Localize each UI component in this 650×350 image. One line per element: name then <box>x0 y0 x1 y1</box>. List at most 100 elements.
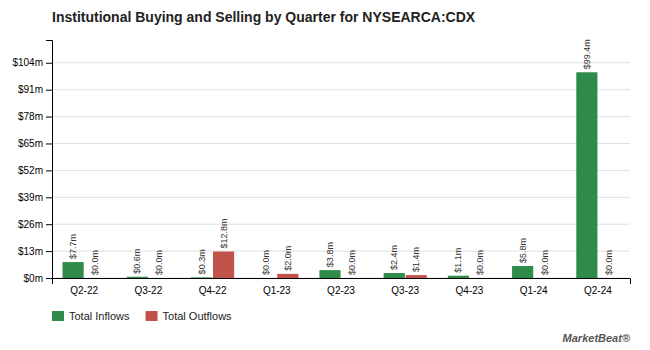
x-tick-label: Q2-24 <box>584 285 612 296</box>
bar <box>63 262 84 278</box>
y-tick: $104m <box>12 57 52 68</box>
x-tick: Q2-23 <box>327 285 355 296</box>
chart-container: $7.7m$0.6m$0.3m$0.0m$3.8m$2.4m$1.1m$5.8m… <box>0 0 650 350</box>
data-label: $0.6m <box>132 249 142 274</box>
x-tick-label: Q4-22 <box>199 285 227 296</box>
y-tick: $52m <box>18 165 52 176</box>
y-tick-label: $39m <box>18 192 43 203</box>
y-tick-mark <box>46 278 52 279</box>
data-label: $7.7m <box>68 234 78 259</box>
y-tick-mark <box>46 143 52 144</box>
data-label: $2.4m <box>389 245 399 270</box>
data-label: $0.3m <box>197 249 207 274</box>
x-tick-label: Q1-23 <box>263 285 291 296</box>
bar <box>470 278 491 279</box>
y-tick-mark <box>46 90 52 91</box>
x-tick: Q3-23 <box>391 285 419 296</box>
x-tick: Q2-24 <box>584 285 612 296</box>
legend-label: Total Outflows <box>163 310 233 322</box>
bar <box>576 72 597 278</box>
bar <box>384 273 405 278</box>
legend-item: Total Outflows <box>146 310 233 322</box>
x-axis: Q2-22 Q3-22 Q4-22 Q1-23 Q2-23 Q3-23 Q4-23 Q1-24… <box>53 279 631 297</box>
data-label: $0.0m <box>347 250 357 275</box>
data-label: $2.0m <box>283 246 293 271</box>
grid-line <box>52 89 630 90</box>
bar <box>598 278 619 279</box>
grid-line <box>52 197 630 198</box>
x-tick-label: Q2-23 <box>327 285 355 296</box>
data-label: $3.8m <box>325 242 335 267</box>
y-tick: $13m <box>18 246 52 257</box>
watermark: MarketBeat® <box>563 332 631 344</box>
bar <box>448 276 469 278</box>
bar-series <box>63 72 598 278</box>
legend-swatch <box>146 311 158 321</box>
y-tick-mark <box>46 170 52 171</box>
x-tick: Q2-22 <box>70 285 98 296</box>
grid-line <box>52 116 630 117</box>
bar <box>149 278 170 279</box>
x-tick: Q1-24 <box>520 285 548 296</box>
y-tick-label: $13m <box>18 246 43 257</box>
y-tick: $26m <box>18 219 52 230</box>
x-axis-line <box>53 279 631 285</box>
data-label: $5.8m <box>518 238 528 263</box>
grid <box>52 63 630 278</box>
x-tick-label: Q1-24 <box>520 285 548 296</box>
bar <box>319 270 340 278</box>
data-label: $0.0m <box>475 250 485 275</box>
y-tick-label: $0m <box>24 273 43 284</box>
data-label: $0.0m <box>604 250 614 275</box>
x-tick-label: Q3-23 <box>391 285 419 296</box>
legend-swatch <box>52 311 64 321</box>
bar <box>534 278 555 279</box>
bar <box>277 274 298 278</box>
data-label: $12.8m <box>219 218 229 248</box>
data-label: $1.4m <box>411 247 421 272</box>
data-label: $0.0m <box>90 250 100 275</box>
x-tick-label: Q4-23 <box>456 285 484 296</box>
data-label: $99.4m <box>582 39 592 69</box>
y-tick-label: $91m <box>18 84 43 95</box>
y-tick: $0m <box>24 273 52 284</box>
y-tick-mark <box>46 224 52 225</box>
chart-svg: $7.7m$0.6m$0.3m$0.0m$3.8m$2.4m$1.1m$5.8m… <box>0 0 650 350</box>
bar <box>213 252 234 278</box>
x-tick-label: Q3-22 <box>134 285 162 296</box>
y-tick-label: $52m <box>18 165 43 176</box>
grid-line <box>52 170 630 171</box>
x-tick: Q4-22 <box>199 285 227 296</box>
plot-area: $7.7m$0.6m$0.3m$0.0m$3.8m$2.4m$1.1m$5.8m… <box>12 39 630 296</box>
y-tick-mark <box>46 63 52 64</box>
y-tick: $39m <box>18 192 52 203</box>
data-labels: $7.7m$0.6m$0.3m$0.0m$3.8m$2.4m$1.1m$5.8m… <box>68 39 614 275</box>
y-tick: $78m <box>18 111 52 122</box>
grid-line <box>52 143 630 144</box>
legend-label: Total Inflows <box>69 310 130 322</box>
y-tick: $65m <box>18 138 52 149</box>
x-tick: Q1-23 <box>263 285 291 296</box>
y-axis: $0m $13m $26m $39m $52m $65m $78m $91m $104m <box>12 41 52 284</box>
data-label: $0.0m <box>154 250 164 275</box>
y-axis-line <box>46 41 53 279</box>
y-tick-mark <box>46 251 52 252</box>
x-tick-label: Q2-22 <box>70 285 98 296</box>
grid-line <box>52 224 630 225</box>
chart-title: Institutional Buying and Selling by Quar… <box>52 9 476 25</box>
y-tick: $91m <box>18 84 52 95</box>
data-label: $0.0m <box>540 250 550 275</box>
bar <box>512 266 533 278</box>
bars <box>63 72 598 278</box>
bar <box>406 275 427 278</box>
y-tick-mark <box>46 197 52 198</box>
y-tick-mark <box>46 117 52 118</box>
bar <box>341 278 362 279</box>
y-tick-label: $65m <box>18 138 43 149</box>
grid-line <box>52 62 630 63</box>
x-tick: Q3-22 <box>134 285 162 296</box>
bar <box>255 278 276 279</box>
y-tick-label: $104m <box>12 57 43 68</box>
legend-item: Total Inflows <box>52 310 130 322</box>
x-tick: Q4-23 <box>456 285 484 296</box>
